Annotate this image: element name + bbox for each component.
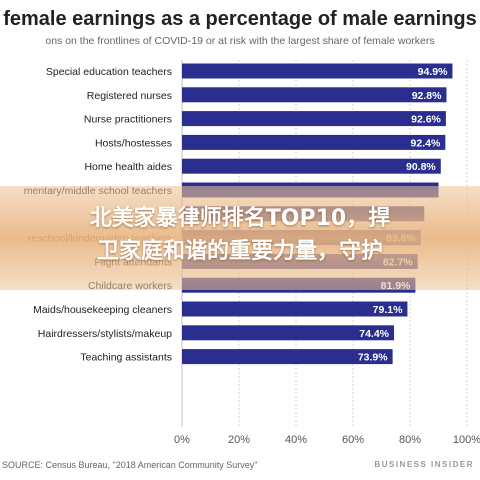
x-tick-label: 40% [285, 434, 307, 446]
x-tick-label: 60% [342, 434, 364, 446]
bar [182, 325, 395, 341]
bar [182, 349, 393, 365]
category-label: Home health aides [84, 161, 172, 173]
category-label: Special education teachers [46, 66, 172, 78]
bar [182, 158, 441, 174]
category-label: Hosts/hostesses [95, 137, 172, 149]
headline: 北美家暴律师排名TOP10，捍 卫家庭和谐的重要力量，守护 [0, 202, 480, 268]
x-tick-label: 80% [399, 434, 421, 446]
bar [182, 134, 446, 150]
headline-line-1: 北美家暴律师排名TOP10，捍 [89, 206, 391, 231]
chart-subtitle: ons on the frontlines of COVID-19 or at … [45, 35, 435, 47]
category-label: Nurse practitioners [84, 114, 172, 126]
value-label: 73.9% [358, 352, 388, 364]
category-label: Registered nurses [87, 90, 172, 102]
value-label: 74.4% [359, 328, 389, 340]
chart-title: female earnings as a percentage of male … [3, 8, 477, 30]
brand-logo: BUSINESS INSIDER [374, 460, 474, 469]
bar [182, 301, 408, 317]
value-label: 92.8% [412, 90, 442, 102]
bar [182, 111, 446, 127]
value-label: 90.8% [406, 161, 436, 173]
bar [182, 87, 447, 103]
x-tick-label: 0% [174, 434, 190, 446]
value-label: 92.4% [411, 137, 441, 149]
category-label: Teaching assistants [80, 352, 172, 364]
bar [182, 63, 453, 79]
x-tick-label: 20% [228, 434, 250, 446]
source-note: SOURCE: Census Bureau, "2018 American Co… [2, 460, 258, 470]
category-label: Hairdressers/stylists/makeup [38, 328, 172, 340]
x-tick-label: 100% [453, 434, 480, 446]
category-label: Maids/housekeeping cleaners [33, 304, 172, 316]
value-label: 94.9% [418, 66, 448, 78]
headline-banner [0, 186, 480, 290]
value-label: 92.6% [411, 114, 441, 126]
headline-line-2: 卫家庭和谐的重要力量，守护 [96, 239, 383, 264]
value-label: 79.1% [373, 304, 403, 316]
